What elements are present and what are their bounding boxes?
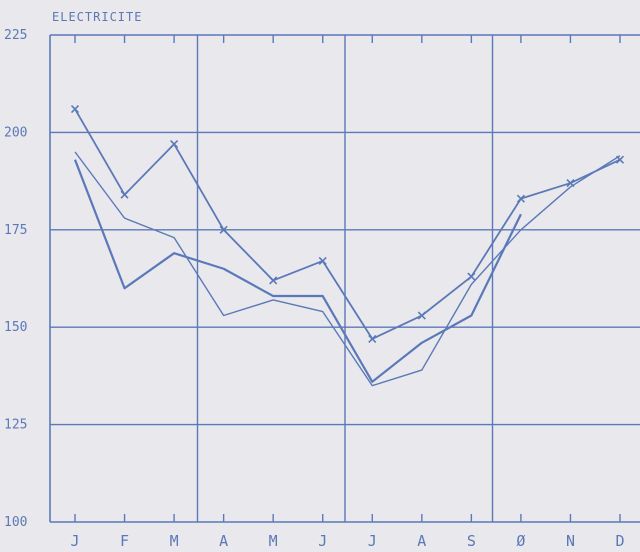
data-point-marker: [368, 334, 377, 343]
data-point-marker: [170, 140, 179, 149]
chart-title: ELECTRICITE: [52, 10, 142, 24]
x-tick-label: D: [615, 532, 624, 550]
data-point-marker: [318, 256, 327, 266]
x-tick-label: F: [120, 532, 129, 550]
y-tick-label: 200: [4, 125, 27, 140]
x-tick-label: S: [467, 532, 476, 550]
data-point-marker: [417, 311, 426, 320]
x-tick-label: A: [417, 532, 426, 550]
series-line: [74, 151, 621, 387]
data-point-marker: [516, 194, 525, 203]
x-tick-label: J: [70, 532, 79, 550]
series-lines: [70, 104, 625, 387]
y-tick-label: 175: [4, 223, 27, 238]
x-tick-label: M: [269, 532, 278, 550]
y-tick-label: 150: [4, 320, 27, 335]
x-tick-label: J: [368, 532, 377, 550]
data-point-marker: [219, 225, 228, 234]
y-tick-label: 125: [4, 418, 27, 433]
x-tick-label: A: [219, 532, 228, 550]
data-point-marker: [70, 104, 80, 114]
data-point-marker: [120, 190, 129, 199]
x-tick-label: M: [170, 532, 179, 550]
series-line: [73, 159, 522, 383]
x-tick-label: Ø: [516, 532, 525, 550]
data-point-marker: [269, 276, 278, 285]
grid: [49, 34, 640, 523]
data-point-marker: [467, 272, 476, 281]
x-tick-label: N: [566, 532, 575, 550]
y-tick-label: 100: [4, 515, 27, 530]
x-tick-label: J: [318, 532, 327, 550]
y-axis-ticks: 225 200 175 150 125 100: [4, 28, 27, 530]
series-line: [74, 108, 621, 340]
y-tick-label: 225: [4, 28, 27, 43]
